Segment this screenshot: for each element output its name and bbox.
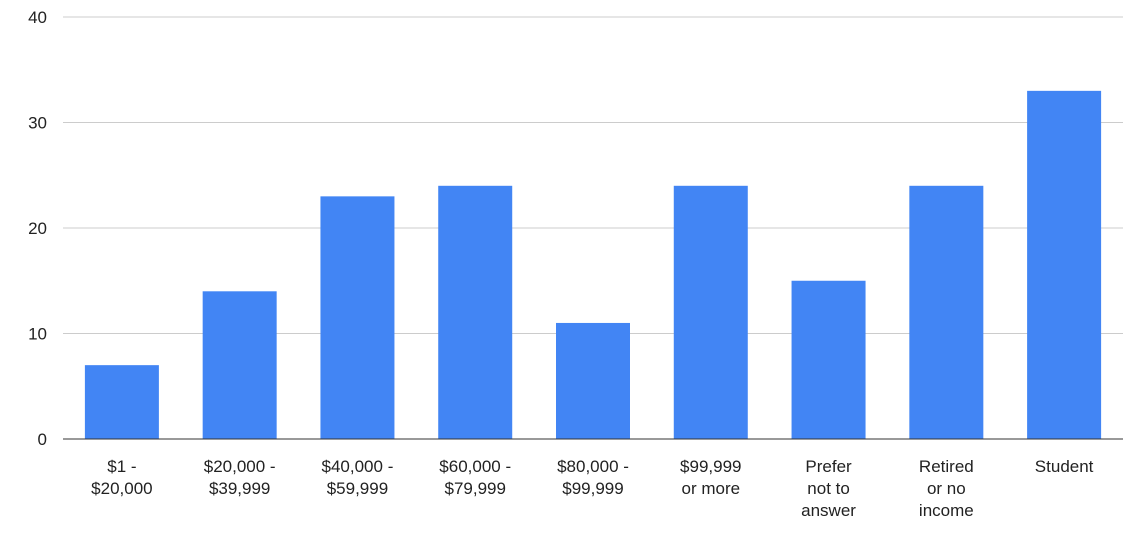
bars bbox=[84, 90, 1102, 439]
x-tick-label-line: $99,999 bbox=[562, 479, 623, 498]
x-axis-ticks: $1 - $20,000 $20,000 - $39,999 $40,000 - $59,… bbox=[91, 457, 1094, 520]
x-tick-label-line: $1 - bbox=[107, 457, 136, 476]
bar[interactable] bbox=[556, 322, 630, 439]
y-tick-label: 30 bbox=[28, 114, 47, 133]
x-tick-label-line: income bbox=[919, 501, 974, 520]
y-axis-ticks: 0 10 20 30 40 bbox=[28, 8, 47, 449]
x-tick-label: $60,000 - $79,999 bbox=[439, 457, 511, 498]
bar[interactable] bbox=[438, 185, 513, 439]
x-tick-label: Prefer not to answer bbox=[801, 457, 856, 520]
y-tick-label: 0 bbox=[38, 430, 47, 449]
bar[interactable] bbox=[909, 185, 984, 439]
bar[interactable] bbox=[320, 196, 395, 439]
x-tick-label-line: $20,000 bbox=[91, 479, 152, 498]
y-tick-label: 20 bbox=[28, 219, 47, 238]
x-tick-label-line: $99,999 bbox=[680, 457, 741, 476]
bar[interactable] bbox=[673, 185, 748, 439]
x-tick-label-line: or more bbox=[681, 479, 740, 498]
x-tick-label-line: $80,000 - bbox=[557, 457, 629, 476]
x-tick-label: Retired or no income bbox=[919, 457, 974, 520]
x-tick-label: $99,999 or more bbox=[680, 457, 741, 498]
x-tick-label-line: Prefer bbox=[805, 457, 852, 476]
x-tick-label-line: $39,999 bbox=[209, 479, 270, 498]
x-tick-label-line: $59,999 bbox=[327, 479, 388, 498]
y-tick-label: 10 bbox=[28, 325, 47, 344]
x-tick-label-line: Retired bbox=[919, 457, 974, 476]
x-tick-label-line: $40,000 - bbox=[322, 457, 394, 476]
x-tick-label-line: Student bbox=[1035, 457, 1094, 476]
x-tick-label: $80,000 - $99,999 bbox=[557, 457, 629, 498]
x-tick-label-line: $60,000 - bbox=[439, 457, 511, 476]
x-tick-label-line: $79,999 bbox=[444, 479, 505, 498]
x-tick-label: $20,000 - $39,999 bbox=[204, 457, 276, 498]
x-tick-label-line: not to bbox=[807, 479, 850, 498]
bar[interactable] bbox=[84, 365, 159, 439]
x-tick-label-line: $20,000 - bbox=[204, 457, 276, 476]
x-tick-label-line: answer bbox=[801, 501, 856, 520]
x-tick-label: $1 - $20,000 bbox=[91, 457, 152, 498]
bar[interactable] bbox=[1027, 90, 1102, 439]
bar[interactable] bbox=[791, 280, 866, 439]
x-tick-label-line: or no bbox=[927, 479, 966, 498]
x-tick-label: Student bbox=[1035, 457, 1094, 476]
bar[interactable] bbox=[202, 291, 277, 439]
y-tick-label: 40 bbox=[28, 8, 47, 27]
x-tick-label: $40,000 - $59,999 bbox=[322, 457, 394, 498]
